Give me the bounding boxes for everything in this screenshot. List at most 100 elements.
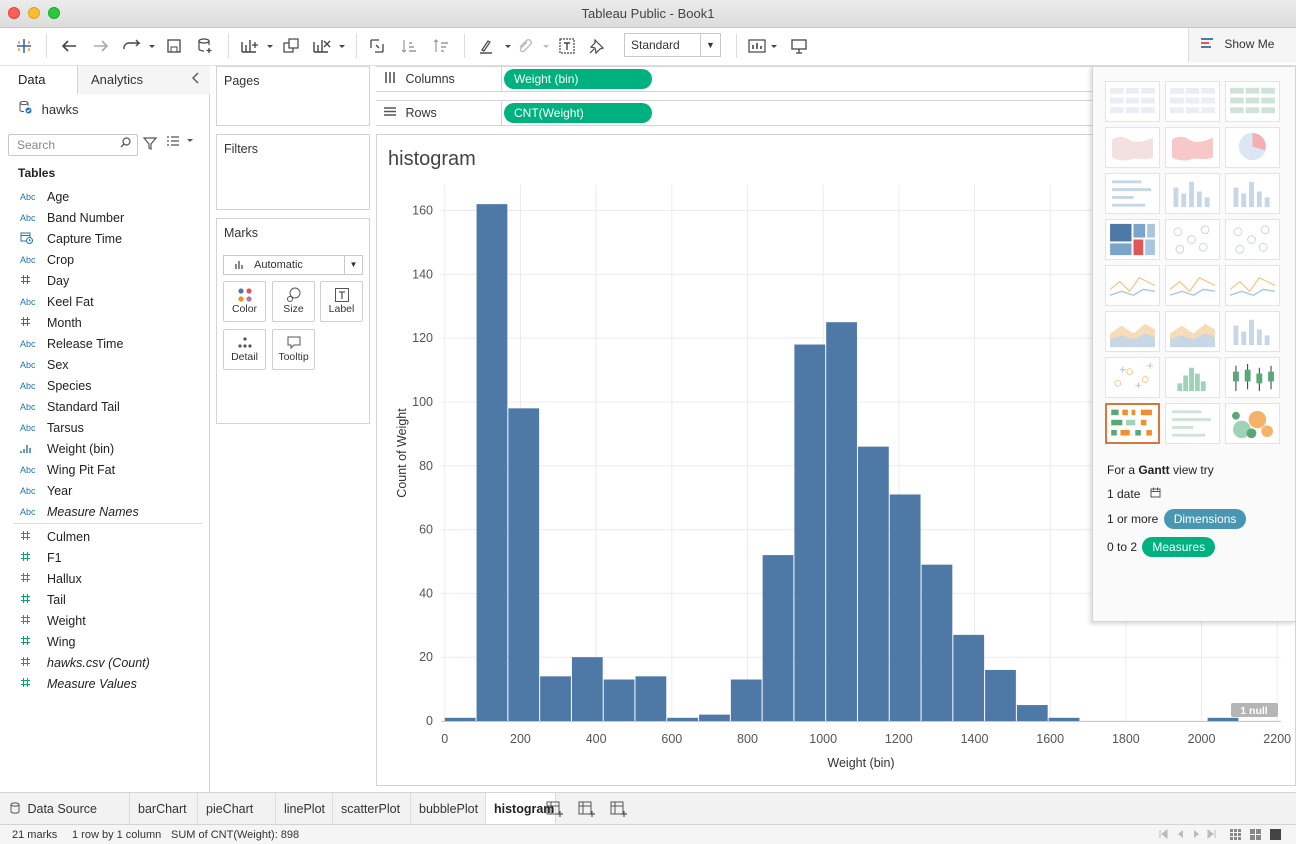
field-weight-bin[interactable]: Weight (bin) (0, 438, 210, 459)
highlight-icon[interactable] (476, 34, 512, 58)
field-hallux[interactable]: Hallux (0, 568, 210, 589)
x-axis-title[interactable]: Weight (bin) (827, 756, 894, 770)
histogram-bar[interactable] (826, 322, 857, 721)
histogram-bar[interactable] (444, 717, 476, 721)
histogram-bar[interactable] (953, 634, 985, 721)
field-weight[interactable]: Weight (0, 610, 210, 631)
y-axis-title[interactable]: Count of Weight (395, 408, 409, 498)
field-standard-tail[interactable]: Abc Standard Tail (0, 396, 210, 417)
field-wing-pit-fat[interactable]: Abc Wing Pit Fat (0, 459, 210, 480)
histogram-bar[interactable] (1048, 717, 1080, 721)
field-culmen[interactable]: Culmen (0, 526, 210, 547)
rows-pill[interactable]: CNT(Weight) (504, 103, 652, 123)
show-me-area-discrete-icon[interactable] (1165, 311, 1220, 352)
field-f1[interactable]: F1 (0, 547, 210, 568)
field-wing[interactable]: Wing (0, 631, 210, 652)
clear-sheet-icon[interactable] (310, 34, 346, 58)
field-tarsus[interactable]: Abc Tarsus (0, 417, 210, 438)
size-card[interactable]: Size (272, 281, 315, 322)
histogram-bar[interactable] (985, 669, 1016, 721)
show-me-filled-map-icon[interactable] (1165, 127, 1220, 168)
new-worksheet-tab-icon[interactable] (546, 801, 564, 820)
swap-rows-columns-icon[interactable] (366, 34, 388, 58)
histogram-bar[interactable] (857, 446, 889, 721)
fit-select[interactable]: Standard ▼ (624, 33, 721, 57)
histogram-bar[interactable] (730, 679, 762, 721)
field-species[interactable]: Abc Species (0, 375, 210, 396)
histogram-bar[interactable] (476, 204, 508, 722)
field-measure-names[interactable]: Abc Measure Names (0, 501, 210, 522)
tab-analytics[interactable]: Analytics (78, 66, 210, 94)
show-me-line-continuous-icon[interactable] (1105, 265, 1160, 306)
show-me-area-continuous-icon[interactable] (1105, 311, 1160, 352)
filters-shelf[interactable]: Filters (216, 134, 370, 210)
redo-icon[interactable] (90, 34, 112, 58)
columns-pill[interactable]: Weight (bin) (504, 69, 652, 89)
show-me-box-and-whisker-icon[interactable] (1225, 357, 1280, 398)
histogram-bar[interactable] (508, 408, 540, 721)
collapse-pane-icon[interactable] (192, 72, 200, 87)
histogram-bar[interactable] (571, 657, 603, 721)
field-crop[interactable]: Abc Crop (0, 249, 210, 270)
show-me-dual-lines-icon[interactable] (1225, 265, 1280, 306)
label-card[interactable]: Label (320, 281, 363, 322)
field-age[interactable]: Abc Age (0, 186, 210, 207)
show-me-packed-bubbles-icon[interactable] (1225, 403, 1280, 444)
show-me-side-by-side-bars-icon[interactable] (1225, 173, 1280, 214)
show-me-stacked-bars-icon[interactable] (1165, 173, 1220, 214)
field-year[interactable]: Abc Year (0, 480, 210, 501)
sheet-tab-bubbleplot[interactable]: bubblePlot (411, 793, 486, 825)
show-me-text-table-icon[interactable] (1105, 81, 1160, 122)
histogram-bar[interactable] (699, 714, 730, 721)
show-me-pie-chart-icon[interactable] (1225, 127, 1280, 168)
duplicate-sheet-icon[interactable] (280, 34, 302, 58)
detail-card[interactable]: Detail (223, 329, 266, 370)
field-keel-fat[interactable]: Abc Keel Fat (0, 291, 210, 312)
show-me-symbol-map-icon[interactable] (1105, 127, 1160, 168)
show-me-scatter-plot-icon[interactable] (1105, 357, 1160, 398)
sheet-tab-barchart[interactable]: barChart (130, 793, 198, 825)
histogram-bar[interactable] (762, 555, 794, 721)
tab-data[interactable]: Data (0, 66, 78, 94)
histogram-bar[interactable] (794, 344, 826, 721)
group-members-icon[interactable] (514, 34, 550, 58)
presentation-mode-icon[interactable] (788, 34, 810, 58)
tooltip-card[interactable]: Tooltip (272, 329, 315, 370)
save-icon[interactable] (164, 34, 184, 58)
show-me-highlight-table-icon[interactable] (1225, 81, 1280, 122)
histogram-bar[interactable] (603, 679, 635, 721)
show-cards-icon[interactable] (746, 34, 780, 58)
tableau-logo-icon[interactable] (12, 34, 36, 58)
view-options-icon[interactable] (166, 136, 194, 149)
sheet-tab-piechart[interactable]: pieChart (198, 793, 276, 825)
field-release-time[interactable]: Abc Release Time (0, 333, 210, 354)
sort-ascending-icon[interactable] (398, 34, 420, 58)
new-data-source-icon[interactable] (194, 34, 216, 58)
data-source-item[interactable]: hawks (18, 100, 78, 117)
show-me-bullet-graph-icon[interactable] (1165, 403, 1220, 444)
histogram-bar[interactable] (667, 717, 699, 721)
fix-axes-pin-icon[interactable] (586, 34, 608, 58)
sheet-tab-scatterplot[interactable]: scatterPlot (333, 793, 411, 825)
show-me-side-by-side-circles-icon[interactable] (1225, 219, 1280, 260)
sort-descending-icon[interactable] (430, 34, 452, 58)
first-page-icon[interactable] (1158, 828, 1222, 843)
show-me-heat-map-icon[interactable] (1165, 81, 1220, 122)
field-search-input[interactable]: Search (8, 134, 138, 156)
histogram-bar[interactable] (635, 676, 667, 721)
filter-fields-icon[interactable] (142, 136, 158, 153)
show-me-dual-combination-icon[interactable] (1225, 311, 1280, 352)
sheet-tab-lineplot[interactable]: linePlot (276, 793, 333, 825)
pages-shelf[interactable]: Pages (216, 66, 370, 126)
show-me-horizontal-bars-icon[interactable] (1105, 173, 1160, 214)
new-dashboard-tab-icon[interactable] (578, 801, 596, 820)
show-me-treemap-icon[interactable] (1105, 219, 1160, 260)
field-day[interactable]: Day (0, 270, 210, 291)
sheet-title[interactable]: histogram (388, 148, 476, 170)
show-me-circle-views-icon[interactable] (1165, 219, 1220, 260)
field-sex[interactable]: Abc Sex (0, 354, 210, 375)
null-indicator-badge[interactable] (1231, 703, 1278, 717)
field-tail[interactable]: Tail (0, 589, 210, 610)
histogram-bar[interactable] (1207, 717, 1239, 721)
new-worksheet-icon[interactable] (238, 34, 274, 58)
